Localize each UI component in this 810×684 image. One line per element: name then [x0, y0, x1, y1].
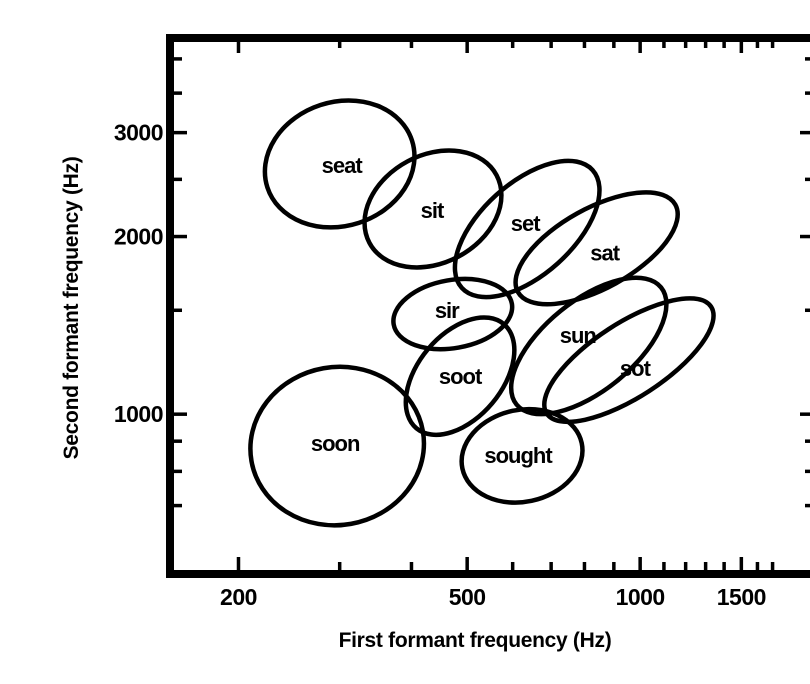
- plot-content: 200 500 1000 1500 1000 2000 3000 seat sit set sat s…: [114, 34, 810, 610]
- vowel-ellipse-soon: [248, 364, 427, 528]
- vowel-label-sit: sit: [421, 198, 445, 223]
- vowel-label-set: set: [511, 211, 541, 236]
- vowel-label-sir: sir: [435, 298, 460, 323]
- vowel-label-sought: sought: [484, 443, 553, 468]
- y-tick-label-2000: 2000: [114, 224, 163, 250]
- vowel-ellipse-sought: [459, 406, 585, 505]
- formant-chart-canvas: 200 500 1000 1500 1000 2000 3000 seat sit set sat s…: [60, 34, 810, 652]
- vowel-formant-figure: 200 500 1000 1500 1000 2000 3000 seat sit set sat s…: [40, 16, 810, 668]
- vowel-label-sot: sot: [620, 356, 652, 381]
- vowel-label-soon: soon: [311, 431, 360, 456]
- y-axis-title: Second formant frequency (Hz): [60, 157, 83, 460]
- x-tick-label-200: 200: [220, 584, 257, 610]
- plot-border: [166, 34, 810, 578]
- vowel-ellipse-soot: [403, 315, 517, 438]
- vowel-label-sat: sat: [590, 240, 620, 265]
- vowel-ellipse-sat: [513, 190, 680, 307]
- x-tick-label-500: 500: [449, 584, 486, 610]
- x-tick-label-1000: 1000: [616, 584, 665, 610]
- x-axis-title: First formant frequency (Hz): [339, 629, 612, 652]
- y-tick-label-1000: 1000: [114, 401, 163, 427]
- vowel-ellipse-sir: [391, 276, 515, 352]
- vowel-ellipse-sun: [508, 275, 669, 417]
- vowel-label-seat: seat: [322, 153, 364, 178]
- vowel-ellipse-set: [452, 158, 602, 300]
- x-tick-label-1500: 1500: [717, 584, 766, 610]
- vowel-ellipse-seat: [262, 98, 417, 230]
- vowel-label-soot: soot: [439, 364, 483, 389]
- y-tick-label-3000: 3000: [114, 120, 163, 146]
